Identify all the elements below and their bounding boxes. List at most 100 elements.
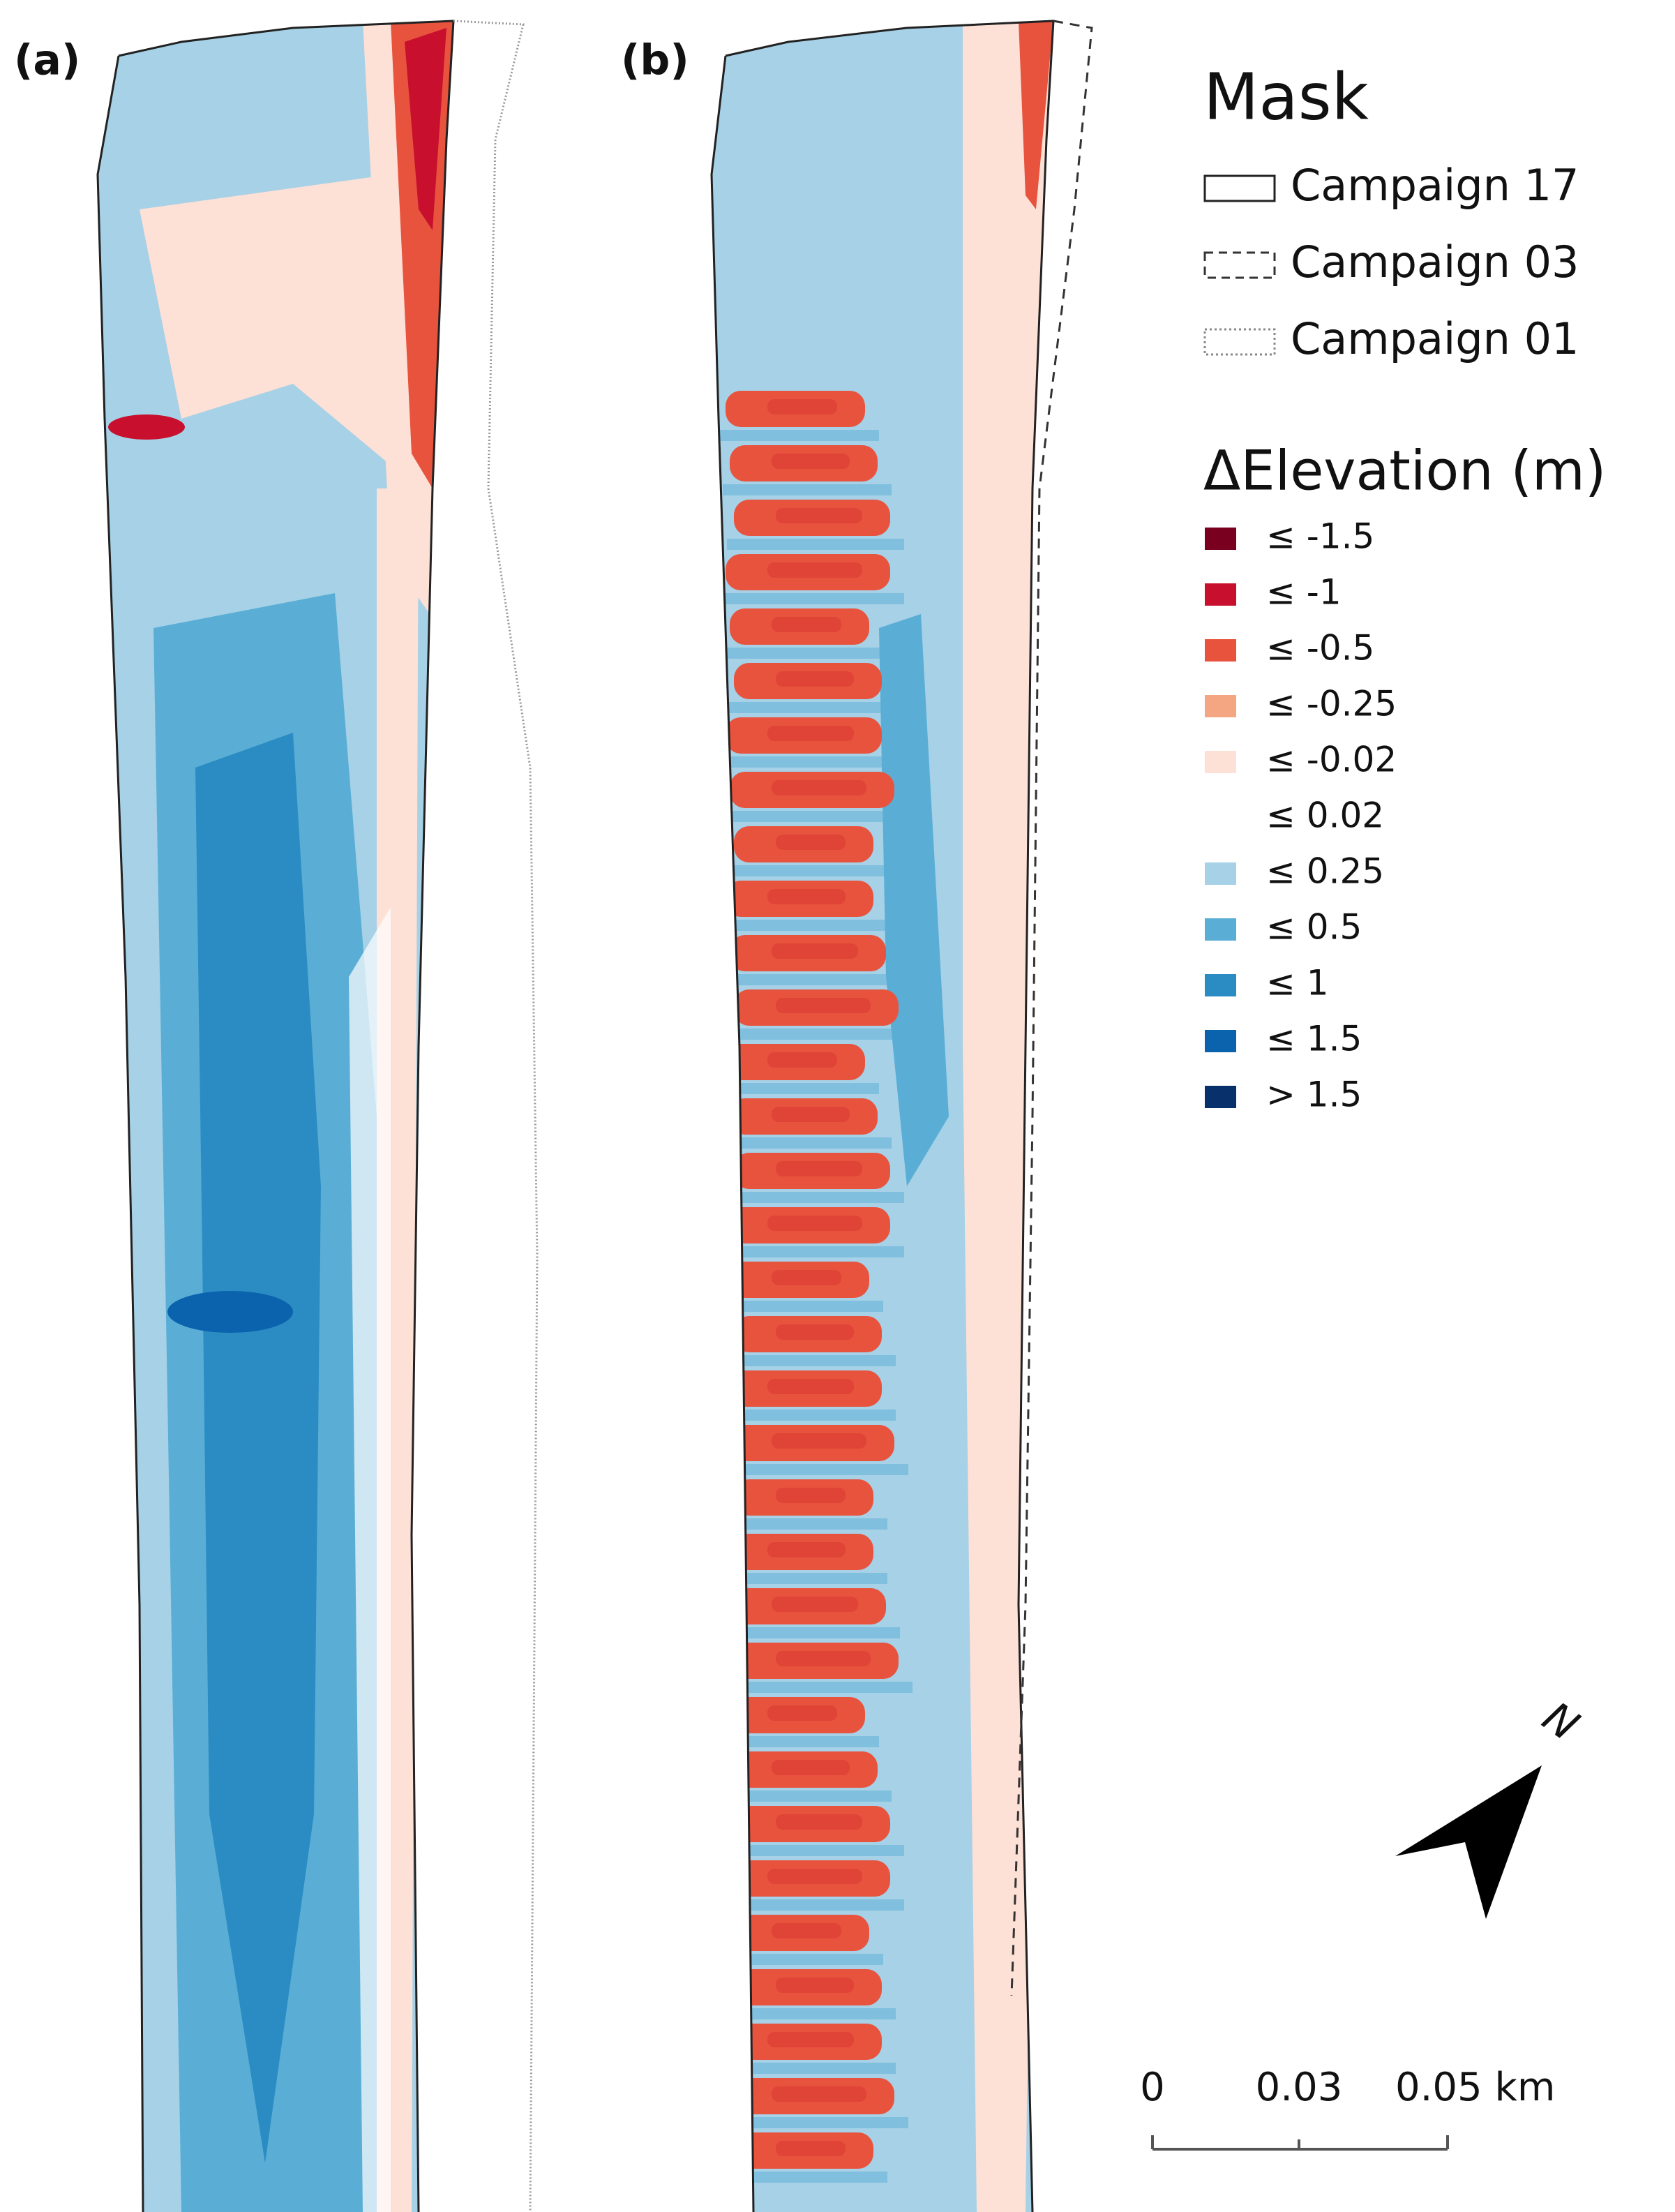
bar-core (776, 1324, 854, 1340)
bar-core (776, 1651, 871, 1666)
area (195, 733, 321, 2163)
gap (723, 648, 883, 659)
bar-core (776, 1488, 846, 1503)
bar-core (776, 1814, 862, 1830)
gap (727, 1192, 904, 1203)
gap (719, 1573, 887, 1584)
gap (723, 1791, 892, 1802)
bar-core (772, 1433, 866, 1449)
legend-swatch (1203, 251, 1276, 279)
north-label: N (1533, 1693, 1587, 1751)
bar-core (772, 617, 841, 632)
legend-label: Campaign 17 (1291, 160, 1579, 211)
area (108, 414, 185, 440)
bar-core (767, 726, 854, 741)
gap (727, 1355, 896, 1366)
gap (719, 756, 896, 768)
panel-label: (b) (621, 36, 689, 85)
gap (723, 1137, 892, 1149)
gap (719, 430, 879, 441)
mask-outline (1010, 20, 1093, 1996)
gap (723, 1954, 883, 1965)
legend-title: Mask (1203, 59, 1369, 134)
legend-title: ΔElevation (m) (1203, 440, 1606, 502)
gap (723, 974, 900, 985)
bar-core (776, 1161, 862, 1176)
map-a (98, 21, 453, 2212)
legend-label: > 1.5 (1266, 1075, 1362, 1115)
bar-core (767, 1216, 862, 1231)
legend-swatch (1205, 1086, 1236, 1108)
legend-swatch (1205, 807, 1236, 829)
gap (719, 1246, 904, 1257)
gap (723, 811, 908, 822)
bar-core (767, 562, 862, 578)
legend-swatch (1205, 974, 1236, 996)
gap (727, 2172, 887, 2183)
bar-core (772, 1923, 841, 1938)
gap (719, 920, 887, 931)
gap (719, 1083, 879, 1094)
bar-core (776, 508, 862, 523)
bar-core (772, 943, 858, 959)
legend-label: ≤ 0.02 (1266, 795, 1384, 836)
bar-core (772, 454, 850, 469)
bar-core (767, 1379, 854, 1394)
panel-label: (a) (14, 36, 80, 85)
area (167, 1291, 293, 1333)
gap (719, 1899, 904, 1911)
area (349, 907, 391, 2212)
north-arrow (1395, 1765, 1542, 1919)
legend-label: ≤ -1.5 (1266, 516, 1374, 557)
gap (727, 865, 887, 876)
gap (719, 2063, 896, 2074)
bar-core (772, 1107, 850, 1122)
bar-core (767, 1052, 837, 1068)
mask-outline (710, 20, 1055, 2212)
legend-label: ≤ -0.5 (1266, 628, 1374, 668)
legend-swatch (1203, 174, 1276, 202)
legend-swatch (1205, 695, 1236, 717)
bar-core (772, 1597, 858, 1612)
gap (727, 1682, 912, 1693)
bar-core (776, 2141, 846, 2156)
bar-core (767, 1705, 837, 1721)
area (405, 28, 446, 230)
area (879, 614, 949, 1186)
gap (727, 1029, 912, 1040)
bar-core (767, 1542, 846, 1557)
gap (727, 539, 904, 550)
legend-label: ≤ -0.25 (1266, 684, 1397, 724)
gap (723, 1464, 908, 1475)
gap (723, 484, 892, 495)
legend-label: ≤ 0.5 (1266, 907, 1362, 948)
bar-core (776, 998, 871, 1013)
legend-swatch (1205, 528, 1236, 550)
gap (719, 1410, 896, 1421)
legend-label: Campaign 01 (1291, 313, 1579, 364)
legend-swatch (1203, 328, 1276, 356)
legend-swatch (1205, 862, 1236, 885)
legend-label: ≤ 1 (1266, 963, 1329, 1003)
gap (727, 1518, 887, 1530)
bar-core (776, 671, 854, 687)
legend-label: ≤ 1.5 (1266, 1019, 1362, 1059)
legend-label: ≤ -1 (1266, 572, 1342, 613)
legend-label: ≤ -0.02 (1266, 740, 1397, 780)
bar-core (767, 1869, 862, 1884)
bar-core (767, 399, 837, 414)
legend-label: ≤ 0.25 (1266, 851, 1384, 892)
gap (719, 593, 904, 604)
gap (727, 1845, 904, 1856)
gap (719, 1736, 879, 1747)
mask-outline (96, 20, 455, 2212)
area (140, 174, 419, 488)
scale-label: 0.03 (1256, 2065, 1343, 2110)
area (1019, 21, 1053, 209)
bar-core (772, 2086, 866, 2102)
bar-core (767, 2032, 854, 2047)
mask-outline (453, 20, 539, 2212)
gap (723, 1301, 883, 1312)
gap (723, 2117, 908, 2128)
